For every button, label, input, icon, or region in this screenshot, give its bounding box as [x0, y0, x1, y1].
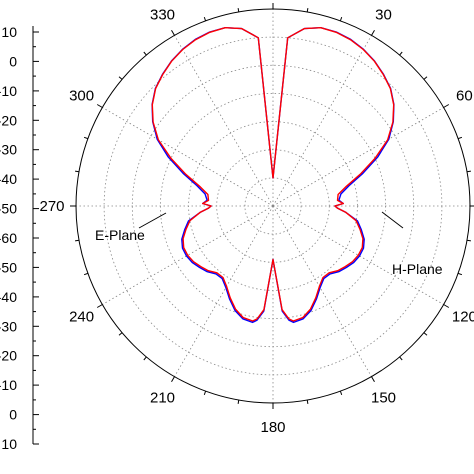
angular-tick-mark	[306, 8, 309, 13]
radial-tick-label: -60	[0, 230, 17, 246]
angular-tick-mark	[118, 76, 123, 80]
angular-tick-mark	[457, 272, 463, 276]
radial-tick-label: -30	[0, 318, 17, 334]
grid-spoke	[272, 205, 372, 377]
angular-tick-mark	[143, 51, 147, 56]
radial-tick-label: -50	[0, 201, 17, 217]
angular-tick-mark	[237, 8, 240, 13]
angular-tick-label: 120	[452, 309, 474, 326]
radial-tick-label: -20	[0, 112, 17, 128]
angular-axis: 0306090120150180210240270300330	[39, 7, 474, 436]
grid-spoke	[174, 205, 274, 377]
grid-spoke	[102, 205, 274, 305]
angular-tick-label: 210	[150, 389, 175, 406]
grid-spoke	[272, 205, 444, 305]
grid-spoke	[102, 107, 274, 207]
radial-tick-label: 0	[9, 53, 17, 69]
angular-tick-label: 330	[150, 7, 175, 24]
angular-tick-mark	[306, 399, 309, 404]
grid-spoke	[272, 35, 372, 207]
angular-tick-label: 270	[39, 198, 64, 215]
angular-tick-mark	[118, 332, 123, 336]
angular-tick-mark	[457, 136, 463, 140]
angular-tick-label: 240	[69, 309, 94, 326]
angular-tick-mark	[96, 104, 103, 108]
e-plane-curve	[151, 27, 395, 322]
angular-tick-mark	[399, 356, 403, 361]
radial-tick-label: -50	[0, 259, 17, 275]
angular-tick-mark	[75, 239, 80, 242]
angular-tick-mark	[83, 272, 89, 276]
angular-tick-mark	[443, 304, 450, 308]
angular-tick-label: 300	[69, 88, 94, 105]
angular-tick-marks	[70, 3, 474, 409]
angular-tick-mark	[423, 332, 428, 336]
angular-tick-mark	[466, 239, 471, 242]
radial-tick-label: 10	[1, 24, 17, 40]
angular-tick-mark	[96, 304, 103, 308]
radial-tick-label: 10	[1, 436, 17, 452]
radial-tick-label: -10	[0, 377, 17, 393]
radial-tick-label: 0	[9, 407, 17, 423]
angular-tick-mark	[399, 51, 403, 56]
angular-tick-mark	[171, 29, 175, 36]
angular-tick-label: 60	[456, 88, 473, 105]
angular-tick-mark	[171, 376, 175, 383]
radial-tick-label: -20	[0, 348, 17, 364]
angular-tick-mark	[237, 399, 240, 404]
angular-tick-mark	[423, 76, 428, 80]
angular-tick-mark	[466, 170, 471, 173]
radial-tick-label: -10	[0, 83, 17, 99]
radial-tick-label: -40	[0, 289, 17, 305]
h-plane-label: H-Plane	[392, 261, 443, 277]
angular-tick-mark	[371, 376, 375, 383]
radial-tick-label: -30	[0, 142, 17, 158]
angular-tick-label: 150	[371, 389, 396, 406]
angular-tick-label: 30	[375, 7, 392, 24]
angular-tick-mark	[203, 390, 207, 396]
angular-tick-mark	[443, 104, 450, 108]
e-plane-label: E-Plane	[95, 227, 145, 243]
polar-grid	[76, 9, 470, 403]
grid-spoke	[272, 107, 444, 207]
h-plane-leader-line	[381, 211, 404, 229]
radial-axis: 10 0 -10 -20 -30 -40 -50 -60 -50 -40 -30 -20 -10 0 10	[0, 24, 39, 452]
radial-tick-label: -40	[0, 171, 17, 187]
e-plane-leader-line	[138, 212, 167, 229]
angular-tick-mark	[203, 16, 207, 22]
series-group	[151, 27, 395, 324]
grid-spoke	[174, 35, 274, 207]
angular-tick-mark	[371, 29, 375, 36]
angular-tick-mark	[339, 390, 343, 396]
angular-tick-mark	[83, 136, 89, 140]
angular-tick-mark	[339, 16, 343, 22]
angular-tick-label: 180	[260, 419, 285, 436]
angular-tick-mark	[143, 356, 147, 361]
angular-tick-mark	[75, 170, 80, 173]
